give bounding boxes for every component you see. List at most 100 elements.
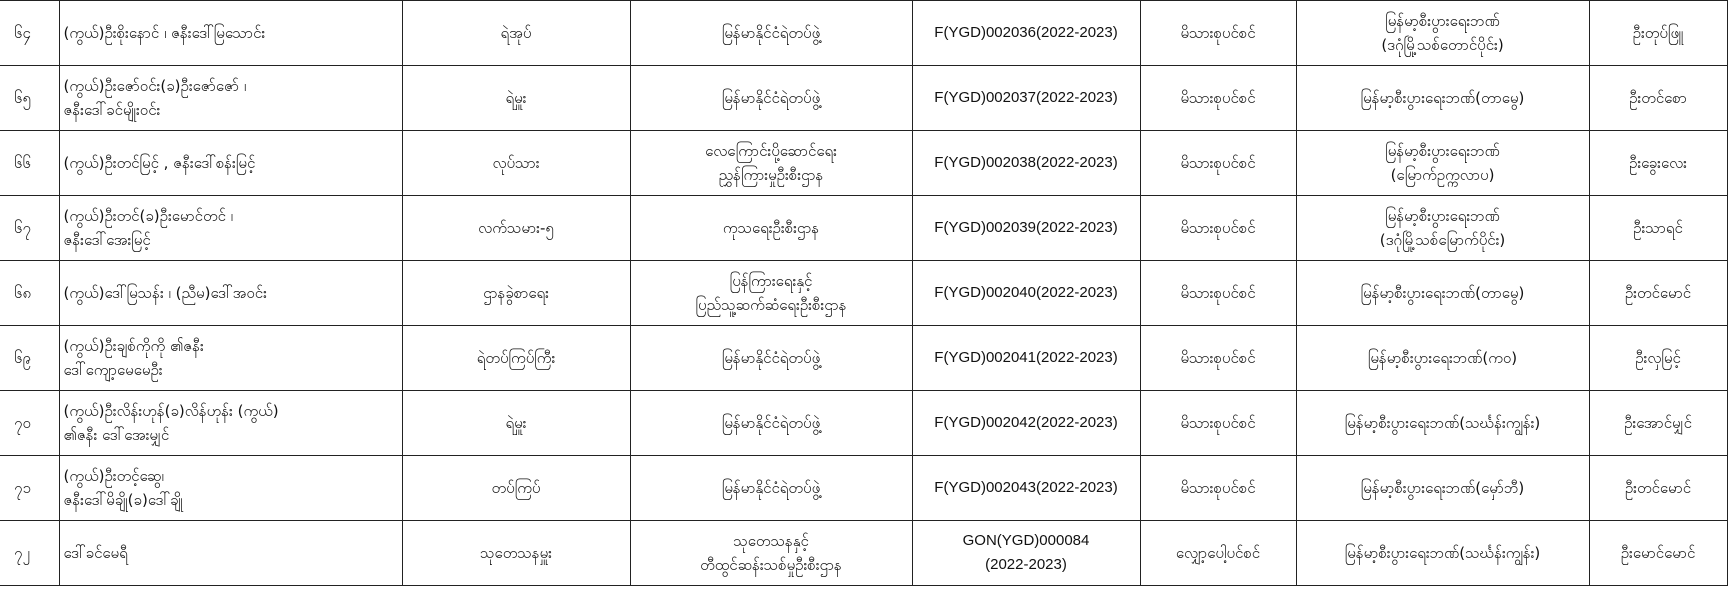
table-row: ၆၆ (ကွယ်)ဦးတင်မြင့် , ဇနီးဒေါ်စန်းမြင့် လု… [0,130,1728,196]
agent-cell: ဦးသာရင် [1588,195,1728,261]
row-number: ၇၁ [0,455,60,521]
bank-cell-line: မြန်မာ့စီးပွားရေးဘဏ်(မှော်ဘီ) [1360,479,1525,497]
table-row: ၆၈ (ကွယ်)ဒေါ်မြသန်း ၊ (ညီမ)ဒေါ်အဝင်း ဌာနခွ… [0,260,1728,326]
table-row: ၇၂ ဒေါ်ခင်မေရီ သုတေသနမှူး သုတေသနနှင့် တီထွင်… [0,520,1728,586]
license-number-cell-line: F(YGD)002042(2022-2023) [934,414,1118,431]
name-cell: ဒေါ်ခင်မေရီ [58,520,403,586]
bank-cell-line: မြန်မာ့စီးပွားရေးဘဏ်(တာမွေ) [1360,284,1525,302]
license-number-cell: F(YGD)002041(2022-2023) [911,325,1141,391]
license-number-cell-line: GON(YGD)000084 [962,532,1090,549]
pension-type-cell: မိသားစုပင်စင် [1139,260,1297,326]
license-number-cell-line: F(YGD)002040(2022-2023) [934,284,1118,301]
bank-cell-line: မြန်မာ့စီးပွားရေးဘဏ် [1385,207,1500,225]
bank-cell: မြန်မာ့စီးပွားရေးဘဏ် (ဒဂုံမြို့သစ်တောင်ပိ… [1295,0,1590,66]
pension-type-cell: မိသားစုပင်စင် [1139,0,1297,66]
bank-cell: မြန်မာ့စီးပွားရေးဘဏ်(သင်္ဃန်းကျွန်း) [1295,520,1590,586]
row-number: ၇၂ [0,520,60,586]
agent-cell: ဦးတင်မောင် [1588,260,1728,326]
agent-cell: ဦးတင်စော [1588,65,1728,131]
row-number: ၆၉ [0,325,60,391]
license-number-cell-line: F(YGD)002039(2022-2023) [934,219,1118,236]
license-number-cell-line: F(YGD)002041(2022-2023) [934,349,1118,366]
department-cell-line: မြန်မာနိုင်ငံရဲတပ်ဖွဲ့ [721,89,821,107]
name-cell: (ကွယ်)ဦးလိန်းဟုန်(ခ)လိန်ဟုန်း (ကွယ်) ၏ဇနီ… [58,390,403,456]
table-body: ၆၄ (ကွယ်)ဦးစိုးနောင် ၊ ဇနီးဒေါ်မြသောင်းရဲ… [0,0,1728,586]
rank-cell: ရဲမှူး [401,390,631,456]
name-cell-line: (ကွယ်)ဒေါ်မြသန်း ၊ (ညီမ)ဒေါ်အဝင်း [63,284,267,302]
license-number-cell: F(YGD)002037(2022-2023) [911,65,1141,131]
table-row: ၆၇ (ကွယ်)ဦးတင်(ခ)ဦးမောင်တင် ၊ဇနီးဒေါ်အေးမ… [0,195,1728,261]
bank-cell-line: မြန်မာ့စီးပွားရေးဘဏ်(သင်္ဃန်းကျွန်း) [1344,414,1541,432]
row-number: ၆၆ [0,130,60,196]
agent-cell: ဦးမောင်မောင် [1588,520,1728,586]
department-cell-line: မြန်မာနိုင်ငံရဲတပ်ဖွဲ့ [721,414,821,432]
pension-type-cell: မိသားစုပင်စင် [1139,455,1297,521]
rank-cell: တပ်ကြပ် [401,455,631,521]
name-cell-line: ဒေါ်ကျော့မေမေဦး [63,361,163,379]
name-cell: (ကွယ်)ဒေါ်မြသန်း ၊ (ညီမ)ဒေါ်အဝင်း [58,260,403,326]
agent-cell: ဦးတုပ်ဖြူ [1588,0,1728,66]
bank-cell-line: မြန်မာ့စီးပွားရေးဘဏ်(တာမွေ) [1360,89,1525,107]
bank-cell: မြန်မာ့စီးပွားရေးဘဏ်(သင်္ဃန်းကျွန်း) [1295,390,1590,456]
table-row: ၆၅ (ကွယ်)ဦးဇော်ဝင်း(ခ)ဦးဇော်ဇော် ၊ဇနီးဒေါ… [0,65,1728,131]
rank-cell: လုပ်သား [401,130,631,196]
pension-type-cell: လျှော့ပေါ့ပင်စင် [1139,520,1297,586]
bank-cell: မြန်မာ့စီးပွားရေးဘဏ် (ဒဂုံမြို့သစ်မြောက်ပ… [1295,195,1590,261]
department-cell: မြန်မာနိုင်ငံရဲတပ်ဖွဲ့ [629,390,913,456]
row-number: ၇၀ [0,390,60,456]
name-cell-line: ဇနီးဒေါ်မိချို(ခ)ဒေါ်ချို [63,491,183,509]
bank-cell: မြန်မာ့စီးပွားရေးဘဏ်(ကဝ) [1295,325,1590,391]
name-cell: (ကွယ်)ဦးတင်(ခ)ဦးမောင်တင် ၊ဇနီးဒေါ်အေးမြင… [58,195,403,261]
name-cell-line: ၏ဇနီး ဒေါ်အေးမျှင် [63,426,170,444]
rank-cell: လက်သမား-၅ [401,195,631,261]
rank-cell: ရဲအုပ် [401,0,631,66]
name-cell-line: (ကွယ်)ဦးတင့်ဆွေ၊ [63,467,164,485]
bank-cell-line: မြန်မာ့စီးပွားရေးဘဏ် [1385,12,1500,30]
agent-cell: ဦးအောင်မျှင် [1588,390,1728,456]
pension-type-cell: မိသားစုပင်စင် [1139,390,1297,456]
name-cell-line: ဇနီးဒေါ်အေးမြင့် [63,231,151,249]
bank-cell: မြန်မာ့စီးပွားရေးဘဏ်(တာမွေ) [1295,260,1590,326]
table-row: ၆၄ (ကွယ်)ဦးစိုးနောင် ၊ ဇနီးဒေါ်မြသောင်း ရဲ… [0,0,1728,66]
department-cell-line: တီထွင်ဆန်းသစ်မှုဦးစီးဌာန [700,556,842,574]
name-cell: (ကွယ်)ဦးတင်မြင့် , ဇနီးဒေါ်စန်းမြင့် [58,130,403,196]
row-number: ၆၅ [0,65,60,131]
table-row: ၇၁ (ကွယ်)ဦးတင့်ဆွေ၊ဇနီးဒေါ်မိချို(ခ)ဒေါ်ခ… [0,455,1728,521]
department-cell: မြန်မာနိုင်ငံရဲတပ်ဖွဲ့ [629,455,913,521]
department-cell-line: ကုသရေးဦးစီးဌာန [722,219,820,237]
name-cell-line: (ကွယ်)ဦးဇော်ဝင်း(ခ)ဦးဇော်ဇော် ၊ [63,77,247,95]
name-cell-line: (ကွယ်)ဦးစိုးနောင် ၊ ဇနီးဒေါ်မြသောင်း [63,24,266,42]
pension-type-cell: မိသားစုပင်စင် [1139,130,1297,196]
license-number-cell: GON(YGD)000084 (2022-2023) [911,520,1141,586]
bank-cell-line: (ဒဂုံမြို့သစ်မြောက်ပိုင်း) [1379,231,1506,249]
bank-cell-line: မြန်မာ့စီးပွားရေးဘဏ်(ကဝ) [1367,349,1518,367]
license-number-cell: F(YGD)002043(2022-2023) [911,455,1141,521]
name-cell-line: (ကွယ်)ဦးတင်(ခ)ဦးမောင်တင် ၊ [63,207,234,225]
rank-cell: ရဲတပ်ကြပ်ကြီး [401,325,631,391]
license-number-cell-line: (2022-2023) [985,556,1067,573]
pension-table: ၆၄ (ကွယ်)ဦးစိုးနောင် ၊ ဇနီးဒေါ်မြသောင်းရဲ… [0,0,1728,586]
name-cell: (ကွယ်)ဦးတင့်ဆွေ၊ဇနီးဒေါ်မိချို(ခ)ဒေါ်ချိ… [58,455,403,521]
pension-type-cell: မိသားစုပင်စင် [1139,65,1297,131]
license-number-cell: F(YGD)002042(2022-2023) [911,390,1141,456]
pension-type-cell: မိသားစုပင်စင် [1139,325,1297,391]
name-cell: (ကွယ်)ဦးချစ်ကိုကို ၏ဇနီးဒေါ်ကျော့မေမေဦး [58,325,403,391]
name-cell-line: (ကွယ်)ဦးချစ်ကိုကို ၏ဇနီး [63,337,204,355]
rank-cell: ရဲမှူး [401,65,631,131]
department-cell: မြန်မာနိုင်ငံရဲတပ်ဖွဲ့ [629,65,913,131]
department-cell: သုတေသနနှင့် တီထွင်ဆန်းသစ်မှုဦးစီးဌာန [629,520,913,586]
agent-cell: ဦးခွေးလေး [1588,130,1728,196]
department-cell: ကုသရေးဦးစီးဌာန [629,195,913,261]
name-cell-line: (ကွယ်)ဦးတင်မြင့် , ဇနီးဒေါ်စန်းမြင့် [63,154,256,172]
license-number-cell-line: F(YGD)002038(2022-2023) [934,154,1118,171]
department-cell: လေကြောင်းပို့ဆောင်ရေး ညွှန်ကြားမှုဦးစီးဌာ… [629,130,913,196]
row-number: ၆၄ [0,0,60,66]
table-row: ၇၀ (ကွယ်)ဦးလိန်းဟုန်(ခ)လိန်ဟုန်း (ကွယ်) ၏ဇ… [0,390,1728,456]
bank-cell: မြန်မာ့စီးပွားရေးဘဏ်(တာမွေ) [1295,65,1590,131]
department-cell: မြန်မာနိုင်ငံရဲတပ်ဖွဲ့ [629,325,913,391]
license-number-cell: F(YGD)002040(2022-2023) [911,260,1141,326]
department-cell-line: မြန်မာနိုင်ငံရဲတပ်ဖွဲ့ [721,24,821,42]
row-number: ၆၈ [0,260,60,326]
name-cell: (ကွယ်)ဦးဇော်ဝင်း(ခ)ဦးဇော်ဇော် ၊ဇနီးဒေါ်ခ… [58,65,403,131]
department-cell-line: ညွှန်ကြားမှုဦးစီးဌာန [718,166,824,184]
